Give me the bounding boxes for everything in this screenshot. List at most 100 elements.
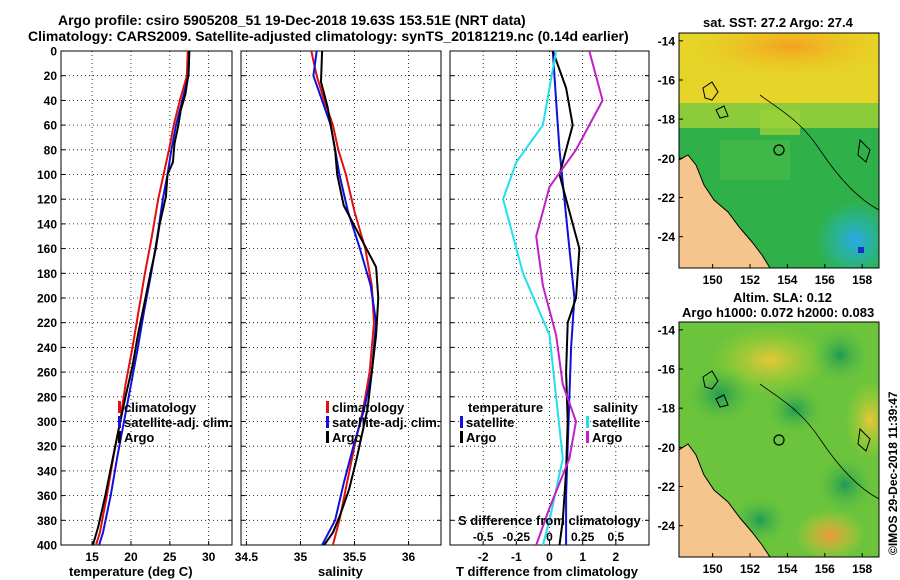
difference-xlabel-s: S difference from climatology <box>458 513 641 528</box>
legend-argo: Argo <box>118 430 232 445</box>
temperature-lines <box>91 51 191 545</box>
legend-s-satellite: satellite <box>586 415 640 430</box>
y-tick-label: 400 <box>37 539 57 553</box>
legend-label-argo: Argo <box>332 430 363 445</box>
y-tick-label: 160 <box>37 242 57 256</box>
sst-map-ticks: 150 152 154 156 158 -14 -16 -18 -20 -22 -24 <box>658 34 873 287</box>
temperature-panel: 0 20 40 60 80 100 120 140 160 180 200 220 240 260 280 3… <box>37 45 233 564</box>
legend-climatology: climatology <box>326 400 440 415</box>
x-tick-label-s: 0 <box>546 530 553 544</box>
difference-legend-t: satellite Argo <box>460 415 514 445</box>
y-tick-label: 240 <box>37 341 57 355</box>
map-y-tick-label: -14 <box>658 323 676 337</box>
x-tick-label: 30 <box>202 550 216 564</box>
temperature-xlabel: temperature (deg C) <box>69 564 193 579</box>
title-line-2: Climatology: CARS2009. Satellite-adjuste… <box>28 28 629 44</box>
map-x-tick-label: 158 <box>852 562 872 576</box>
series-line-satellite-adj-clim- <box>312 51 378 545</box>
map-y-tick-label: -20 <box>658 441 676 455</box>
map-x-tick-label: 152 <box>740 273 760 287</box>
map-x-tick-label: 158 <box>852 273 872 287</box>
map-y-tick-label: -14 <box>658 34 676 48</box>
y-tick-label: 40 <box>44 94 58 108</box>
map-x-tick-label: 150 <box>703 273 723 287</box>
map-y-tick-label: -24 <box>658 230 676 244</box>
legend-swatch-satellite <box>118 416 121 428</box>
legend-swatch-t-satellite <box>460 416 463 428</box>
x-tick-label: 35.5 <box>343 550 367 564</box>
legend-s-argo: Argo <box>586 430 640 445</box>
x-tick-label-s: 0.5 <box>607 530 624 544</box>
legend-swatch-t-argo <box>460 431 463 443</box>
difference-lines <box>502 51 604 545</box>
map-y-tick-label: -22 <box>658 191 676 205</box>
legend-label-t-argo: Argo <box>466 430 497 445</box>
legend-label-argo: Argo <box>124 430 155 445</box>
legend-satellite: satellite-adj. clim. <box>118 415 232 430</box>
difference-ticks: -2 -1 0 1 2 -0.5 -0.25 0 0.25 0.5 <box>450 50 649 564</box>
map-x-tick-label: 156 <box>815 562 835 576</box>
x-tick-label: 36 <box>402 550 416 564</box>
legend-climatology: climatology <box>118 400 232 415</box>
map-x-tick-label: 152 <box>740 562 760 576</box>
y-tick-label: 360 <box>37 489 57 503</box>
legend-argo: Argo <box>326 430 440 445</box>
legend-label-climatology: climatology <box>332 400 405 415</box>
y-tick-label: 260 <box>37 366 57 380</box>
legend-t-satellite: satellite <box>460 415 514 430</box>
legend-satellite: satellite-adj. clim. <box>326 415 440 430</box>
difference-xlabel: T difference from climatology <box>456 564 639 579</box>
sla-map-ticks: 150 152 154 156 158 -14 -16 -18 -20 -22 -24 <box>658 323 873 576</box>
x-tick-label-s: 0.25 <box>571 530 595 544</box>
y-tick-label: 60 <box>44 119 58 133</box>
sst-map-frame <box>678 32 880 269</box>
salinity-lines <box>310 51 380 545</box>
legend-swatch-argo <box>118 431 121 443</box>
y-tick-label: 320 <box>37 440 57 454</box>
legend-swatch-s-satellite <box>586 416 589 428</box>
y-tick-label: 280 <box>37 390 57 404</box>
legend-label-s-satellite: satellite <box>592 415 641 430</box>
sla-map-title: Altim. SLA: 0.12 <box>733 290 832 305</box>
temperature-ticks: 0 20 40 60 80 100 120 140 160 180 200 220 240 260 280 3… <box>37 45 232 564</box>
y-tick-label: 100 <box>37 168 57 182</box>
x-tick-label: -1 <box>511 550 522 564</box>
y-tick-label: 120 <box>37 193 57 207</box>
x-tick-label: 20 <box>124 550 138 564</box>
legend-swatch-s-argo <box>586 431 589 443</box>
map-x-tick-label: 150 <box>703 562 723 576</box>
sla-map-subtitle: Argo h1000: 0.072 h2000: 0.083 <box>682 305 875 320</box>
y-tick-label: 140 <box>37 217 57 231</box>
y-tick-label: 200 <box>37 292 57 306</box>
temperature-grid <box>61 50 232 546</box>
map-y-tick-label: -22 <box>658 480 676 494</box>
sst-map <box>679 33 879 268</box>
map-y-tick-label: -18 <box>658 113 676 127</box>
y-tick-label: 380 <box>37 514 57 528</box>
legend-t-argo: Argo <box>460 430 514 445</box>
series-line-argo <box>320 51 380 545</box>
x-tick-label: 0 <box>546 550 553 564</box>
sla-map <box>679 322 879 557</box>
temperature-legend: climatology satellite-adj. clim. Argo <box>118 400 232 445</box>
legend-label-satellite: satellite-adj. clim. <box>124 415 233 430</box>
x-tick-label: 34.5 <box>235 550 259 564</box>
title-line-1: Argo profile: csiro 5905208_51 19-Dec-20… <box>58 12 526 28</box>
legend-swatch-climatology <box>326 401 329 413</box>
x-tick-label: 2 <box>612 550 619 564</box>
legend-label-t-satellite: satellite <box>466 415 515 430</box>
y-tick-label: 220 <box>37 316 57 330</box>
legend-label-climatology: climatology <box>124 400 197 415</box>
difference-panel: -2 -1 0 1 2 -0.5 -0.25 0 0.25 0.5 <box>449 50 650 564</box>
map-x-tick-label: 156 <box>815 273 835 287</box>
y-tick-label: 80 <box>44 143 58 157</box>
x-tick-label: 35 <box>294 550 308 564</box>
y-tick-label: 20 <box>44 69 58 83</box>
difference-legend-s: satellite Argo <box>586 415 640 445</box>
x-tick-label: -2 <box>478 550 489 564</box>
salinity-grid <box>241 50 441 546</box>
map-y-tick-label: -24 <box>658 519 676 533</box>
sst-map-title: sat. SST: 27.2 Argo: 27.4 <box>703 15 853 30</box>
map-x-tick-label: 154 <box>777 273 797 287</box>
